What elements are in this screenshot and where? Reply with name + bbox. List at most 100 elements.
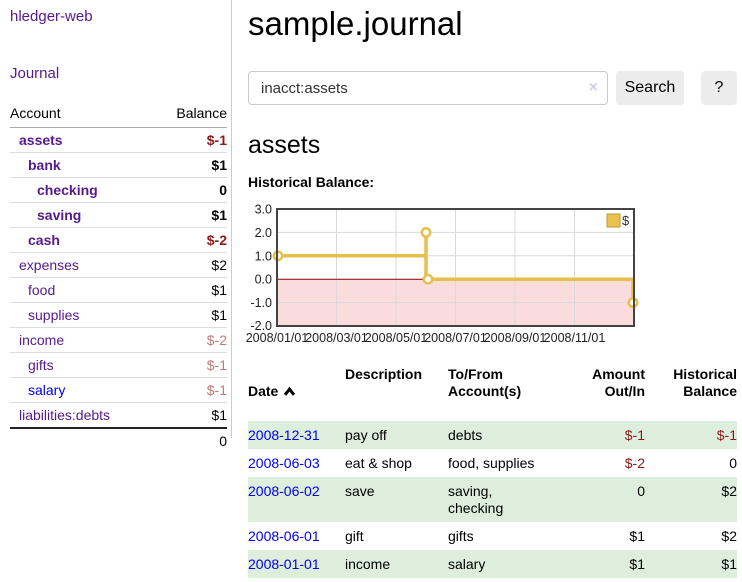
page-title: sample.journal	[248, 5, 463, 42]
help-button[interactable]: ?	[700, 71, 737, 105]
transaction-accounts: saving, checking	[448, 477, 568, 522]
transaction-amount: 0	[568, 477, 645, 522]
account-link-checking[interactable]: checking	[37, 182, 98, 198]
accounts-total-row: 0	[10, 427, 227, 453]
transaction-description: save	[345, 477, 448, 522]
table-row: 2008-01-01 income salary $1 $1	[248, 550, 737, 578]
transactions-table: Date Description To/From Account(s) Amou…	[248, 363, 737, 578]
account-link-food[interactable]: food	[28, 282, 56, 298]
account-link-salary[interactable]: salary	[28, 382, 66, 398]
sort-ascending-icon	[284, 386, 296, 396]
table-row: 2008-12-31 pay off debts $-1 $-1	[248, 421, 737, 449]
transaction-balance: $2	[645, 477, 737, 522]
transaction-date-link[interactable]: 2008-12-31	[248, 427, 320, 443]
table-row: 2008-06-02 save saving, checking 0 $2	[248, 477, 737, 522]
account-balance: $1	[154, 402, 227, 428]
chart-legend: $	[606, 213, 630, 228]
svg-text:0.0: 0.0	[255, 273, 272, 287]
table-row: 2008-06-01 gift gifts $1 $2	[248, 522, 737, 550]
transaction-balance: $-1	[645, 421, 737, 449]
legend-label: $	[622, 213, 630, 228]
account-balance: $1	[154, 202, 227, 228]
transaction-date-link[interactable]: 2008-06-03	[248, 455, 320, 471]
accounts-total-value: 0	[154, 427, 227, 453]
transactions-header-row: Date Description To/From Account(s) Amou…	[248, 363, 737, 421]
account-link-cash[interactable]: cash	[28, 232, 60, 248]
svg-text:2008/09/01: 2008/09/01	[484, 331, 547, 345]
date-header-label: Date	[248, 383, 279, 399]
table-row: expenses $2	[10, 252, 227, 278]
transaction-accounts: debts	[448, 421, 568, 449]
transaction-amount: $-1	[568, 421, 645, 449]
svg-text:-1.0: -1.0	[250, 296, 272, 310]
table-row: liabilities:debts $1	[10, 402, 227, 428]
col-header-accounts: To/From Account(s)	[448, 366, 522, 399]
search-form: × Search ?	[248, 71, 737, 105]
account-balance: $-1	[154, 127, 227, 153]
clear-search-icon[interactable]: ×	[588, 79, 598, 96]
chart-x-axis-labels: 2008/01/01 2008/03/01 2008/05/01 2008/07…	[246, 331, 606, 345]
account-link-gifts[interactable]: gifts	[28, 357, 54, 373]
svg-text:2008/05/01: 2008/05/01	[365, 331, 428, 345]
transaction-amount: $1	[629, 528, 645, 544]
account-balance: 0	[154, 177, 227, 203]
account-link-bank[interactable]: bank	[28, 157, 61, 173]
transaction-accounts: gifts	[448, 528, 474, 544]
transaction-balance: $2	[721, 528, 737, 544]
transaction-description: eat & shop	[345, 455, 412, 471]
table-row: supplies $1	[10, 302, 227, 328]
table-row: checking 0	[10, 177, 227, 203]
account-link-income[interactable]: income	[19, 332, 65, 348]
transaction-date-link[interactable]: 2008-06-02	[248, 483, 320, 499]
table-row: 2008-06-03 eat & shop food, supplies $-2…	[248, 449, 737, 477]
account-balance: $-2	[154, 227, 227, 253]
transaction-date-link[interactable]: 2008-06-01	[248, 528, 320, 544]
table-row: gifts $-1	[10, 352, 227, 378]
account-balance: $1	[154, 152, 227, 178]
svg-text:2008/07/01: 2008/07/01	[424, 331, 487, 345]
table-row: bank $1	[10, 152, 227, 178]
svg-text:2008/03/01: 2008/03/01	[305, 331, 368, 345]
table-row: cash $-2	[10, 227, 227, 253]
account-link-liabilities-debts[interactable]: liabilities:debts	[19, 407, 111, 423]
transaction-description: income	[345, 550, 448, 578]
transaction-accounts: salary	[448, 550, 568, 578]
account-link-assets[interactable]: assets	[19, 132, 63, 148]
search-button[interactable]: Search	[616, 71, 684, 105]
account-link-expenses[interactable]: expenses	[19, 257, 79, 273]
account-link-supplies[interactable]: supplies	[28, 307, 80, 323]
transaction-date-link[interactable]: 2008-01-01	[248, 556, 320, 572]
transaction-description: pay off	[345, 421, 448, 449]
account-link-saving[interactable]: saving	[37, 207, 82, 223]
app-brand-link[interactable]: hledger-web	[10, 8, 93, 25]
search-input-wrap: ×	[248, 71, 608, 105]
table-row: food $1	[10, 277, 227, 303]
transaction-balance: 0	[729, 455, 737, 471]
sidebar: hledger-web Journal Account Balance asse…	[0, 0, 232, 453]
col-header-date[interactable]: Date	[248, 363, 345, 421]
search-input[interactable]	[248, 71, 608, 105]
legend-swatch-icon	[606, 213, 621, 228]
table-row: assets $-1	[10, 127, 227, 153]
account-balance: $1	[154, 302, 227, 328]
col-header-amount: Amount Out/In	[592, 366, 645, 399]
col-header-description: Description	[345, 366, 423, 382]
account-balance: $-2	[154, 327, 227, 353]
table-row: income $-2	[10, 327, 227, 353]
historical-balance-chart: $ 3.0 2.0 1.0 0.0 -1.0 -2.0 2008/01/01 2…	[246, 203, 639, 345]
account-balance: $-1	[154, 377, 227, 403]
transaction-amount: $-2	[624, 455, 645, 471]
main-content: sample.journal × Search ? assets Histori…	[232, 0, 742, 578]
svg-text:2008/01/01: 2008/01/01	[246, 331, 309, 345]
account-balance: $-1	[154, 352, 227, 378]
svg-text:2.0: 2.0	[255, 226, 272, 240]
chart-title: Historical Balance:	[248, 174, 375, 190]
balance-col-header: Balance	[154, 102, 227, 128]
accounts-col-header: Account	[10, 102, 155, 128]
col-header-balance: Historical Balance	[673, 366, 737, 399]
transaction-balance: $1	[645, 550, 737, 578]
accounts-balance-table: Account Balance assets $-1 bank $1 check…	[10, 102, 227, 453]
chart-y-axis-labels: 3.0 2.0 1.0 0.0 -1.0 -2.0	[250, 203, 272, 333]
account-balance: $1	[154, 277, 227, 303]
sidebar-item-journal[interactable]: Journal	[10, 65, 60, 82]
